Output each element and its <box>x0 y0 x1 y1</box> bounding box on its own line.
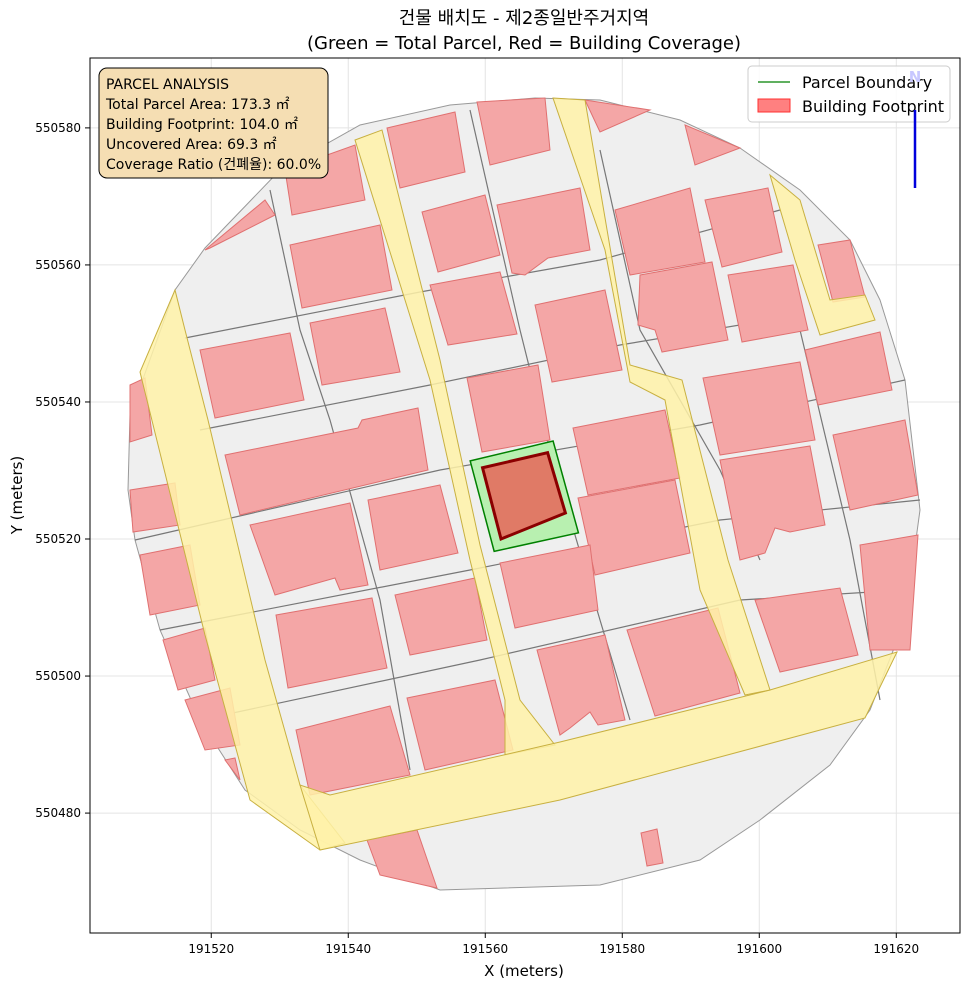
y-tick-label: 550580 <box>35 121 81 135</box>
north-arrow: N <box>909 68 922 188</box>
legend-label: Parcel Boundary <box>802 73 932 92</box>
y-tick-label: 550520 <box>35 532 81 546</box>
annotation-line: Building Footprint: 104.0 ㎡ <box>106 117 298 133</box>
building <box>480 450 568 542</box>
x-tick-label: 191560 <box>462 942 508 956</box>
chart-subtitle: (Green = Total Parcel, Red = Building Co… <box>307 33 741 54</box>
y-tick-label: 550480 <box>35 806 81 820</box>
y-tick-label: 550540 <box>35 395 81 409</box>
buildings <box>129 97 919 889</box>
axes: 191520 191540 191560 191580 191600 191620 5504… <box>35 121 919 956</box>
annotation-line: Uncovered Area: 69.3 ㎡ <box>106 137 277 153</box>
basemap <box>127 97 921 891</box>
plot-frame <box>89 57 961 934</box>
north-label: N <box>909 68 922 86</box>
x-tick-label: 191620 <box>873 942 919 956</box>
legend-patch <box>757 98 791 113</box>
annotation-box: PARCEL ANALYSIS Total Parcel Area: 173.3 … <box>98 67 329 179</box>
x-tick-label: 191580 <box>599 942 645 956</box>
y-tick-label: 550560 <box>35 258 81 272</box>
y-tick-label: 550500 <box>35 669 81 683</box>
annotation-line: PARCEL ANALYSIS <box>106 77 229 93</box>
y-axis-label: Y (meters) <box>8 456 26 536</box>
annotation-bg <box>98 67 329 179</box>
x-tick-label: 191600 <box>736 942 782 956</box>
annotation-line: Coverage Ratio (건폐율): 60.0% <box>106 157 321 173</box>
x-tick-label: 191520 <box>188 942 234 956</box>
data-layer <box>469 440 580 553</box>
legend-box <box>747 65 951 123</box>
legend-label: Building Footprint <box>802 97 944 116</box>
legend: Parcel Boundary Building Footprint <box>747 65 951 123</box>
chart-title: 건물 배치도 - 제2종일반주거지역 <box>399 8 649 29</box>
roads <box>139 97 898 851</box>
x-tick-label: 191540 <box>325 942 371 956</box>
annotation-line: Total Parcel Area: 173.3 ㎡ <box>105 97 290 113</box>
x-axis-label: X (meters) <box>484 962 564 980</box>
